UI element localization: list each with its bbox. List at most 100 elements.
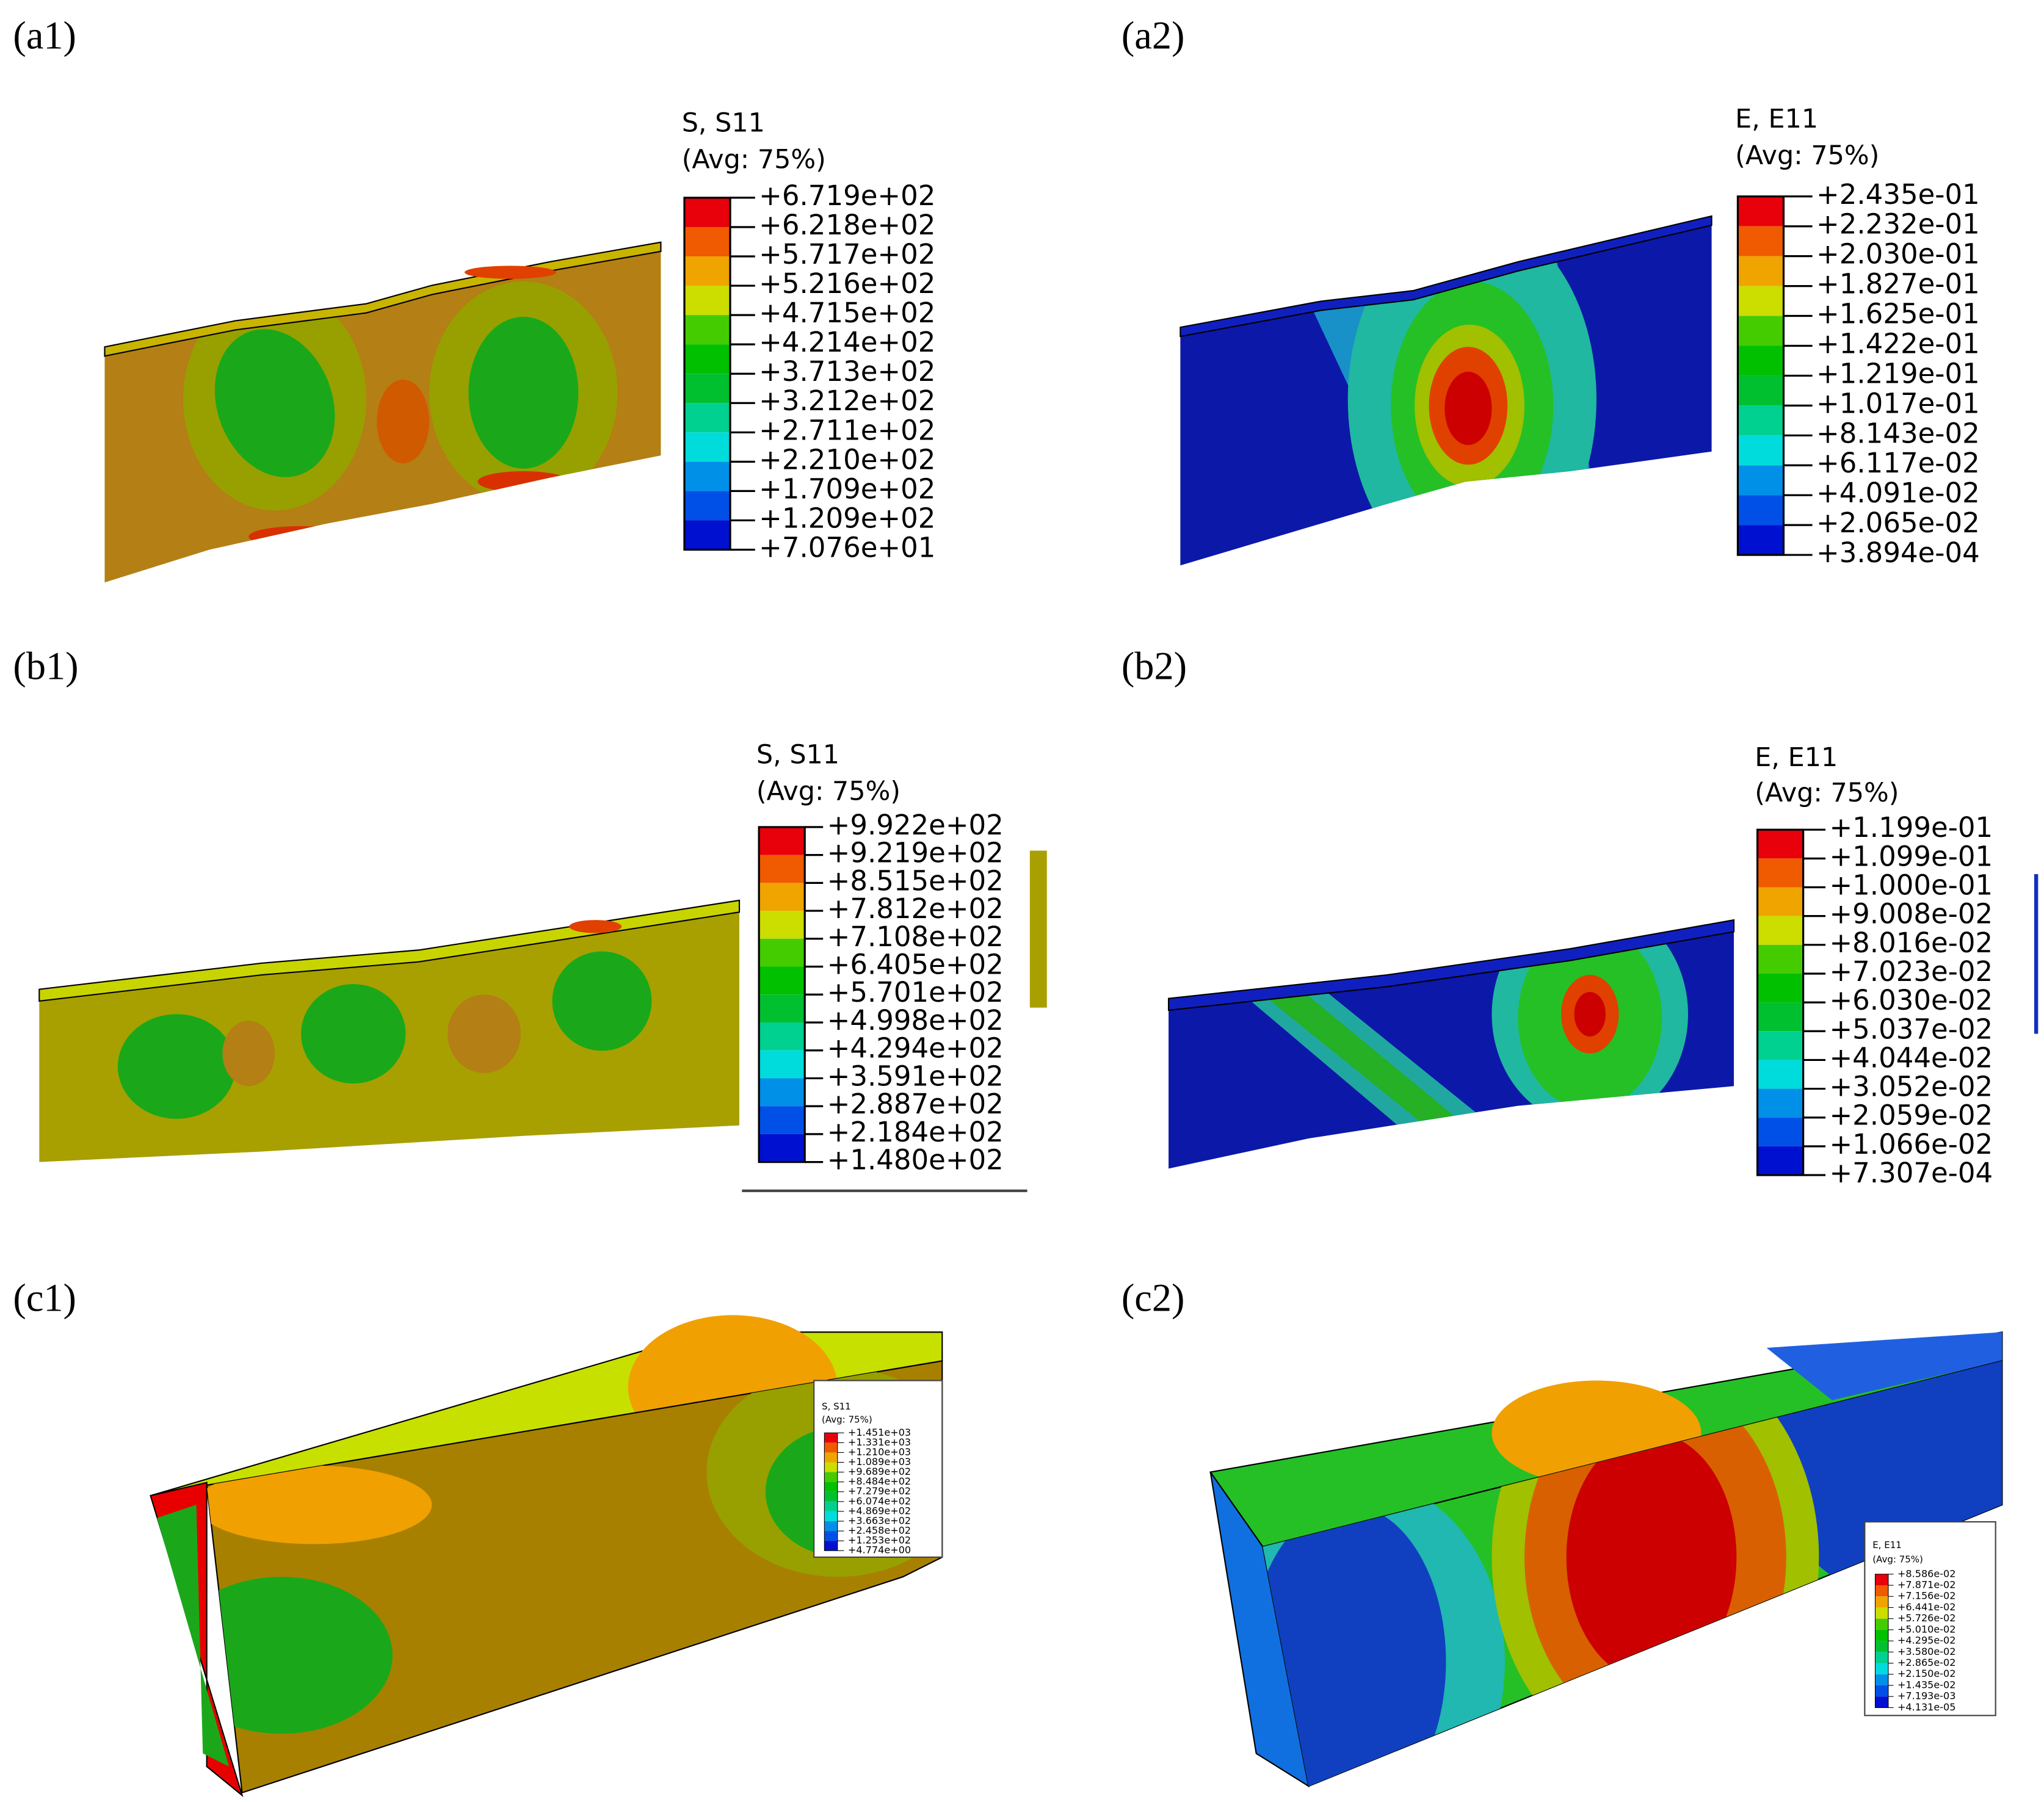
legend-title: S, S11 bbox=[682, 107, 765, 138]
legend-band bbox=[684, 374, 731, 403]
legend-value: +1.209e+02 bbox=[759, 502, 935, 534]
legend-band bbox=[1875, 1596, 1888, 1608]
legend-value: +6.405e+02 bbox=[827, 949, 1004, 981]
legend-band bbox=[759, 1078, 805, 1107]
legend-band bbox=[1738, 256, 1784, 286]
legend-band bbox=[1757, 887, 1803, 916]
legend-band bbox=[684, 256, 731, 286]
legend-band bbox=[1757, 916, 1803, 945]
legend-value: +2.887e+02 bbox=[827, 1088, 1004, 1120]
legend-value: +4.091e-02 bbox=[1816, 477, 1980, 509]
legend-band bbox=[1875, 1618, 1888, 1630]
legend-band bbox=[684, 344, 731, 374]
legend-value: +5.216e+02 bbox=[759, 267, 935, 300]
legend-band bbox=[684, 432, 731, 462]
legend-band bbox=[1757, 1002, 1803, 1032]
legend-title: E, E11 bbox=[1735, 104, 1818, 134]
legend-band bbox=[1757, 858, 1803, 888]
legend-band bbox=[1738, 375, 1784, 406]
panel-label: (c1) bbox=[13, 1276, 76, 1320]
legend-value: +3.580e-02 bbox=[1897, 1646, 1956, 1657]
legend-band bbox=[759, 911, 805, 939]
legend-value: +1.219e-01 bbox=[1816, 357, 1980, 389]
legend-band bbox=[1875, 1607, 1888, 1619]
legend-value: +7.108e+02 bbox=[827, 921, 1004, 953]
legend-value: +8.016e-02 bbox=[1829, 927, 1993, 959]
legend-subtitle: (Avg: 75%) bbox=[822, 1414, 872, 1425]
legend-value: +2.232e-01 bbox=[1816, 208, 1980, 241]
legend-band bbox=[1738, 226, 1784, 256]
legend-band bbox=[1738, 286, 1784, 316]
legend-band bbox=[1757, 1146, 1803, 1176]
legend-value: +1.089e+03 bbox=[848, 1456, 911, 1467]
panel-label: (b1) bbox=[13, 644, 78, 687]
legend-value: +2.711e+02 bbox=[759, 414, 935, 446]
legend-band bbox=[684, 197, 731, 227]
legend-band bbox=[759, 938, 805, 967]
legend-band bbox=[1738, 405, 1784, 436]
legend-band bbox=[1757, 1117, 1803, 1146]
legend-value: +2.865e-02 bbox=[1897, 1657, 1956, 1668]
legend-value: +1.066e-02 bbox=[1829, 1128, 1993, 1160]
legend-band bbox=[824, 1462, 838, 1472]
legend-value: +4.044e-02 bbox=[1829, 1041, 1993, 1074]
legend-band bbox=[1875, 1685, 1888, 1697]
legend-value: +4.998e+02 bbox=[827, 1004, 1004, 1037]
legend-value: +1.451e+03 bbox=[848, 1427, 911, 1438]
legend-value: +1.099e-01 bbox=[1829, 840, 1993, 872]
legend-band bbox=[1738, 465, 1784, 496]
legend-value: +5.726e-02 bbox=[1897, 1612, 1956, 1624]
legend-band bbox=[759, 1134, 805, 1162]
legend-value: +4.715e+02 bbox=[759, 297, 935, 329]
legend-band bbox=[1875, 1629, 1888, 1641]
legend-band bbox=[824, 1501, 838, 1511]
legend-band bbox=[1875, 1674, 1888, 1685]
legend-band bbox=[1757, 1088, 1803, 1118]
legend-band bbox=[1738, 196, 1784, 226]
panel-label: (b2) bbox=[1122, 644, 1187, 687]
legend-band bbox=[684, 403, 731, 433]
legend-band bbox=[824, 1491, 838, 1502]
legend-value: +1.827e-01 bbox=[1816, 268, 1980, 300]
legend-value: +2.210e+02 bbox=[759, 443, 935, 476]
legend-value: +5.701e+02 bbox=[827, 976, 1004, 1008]
legend-band bbox=[1875, 1663, 1888, 1674]
legend-value: +4.869e+02 bbox=[848, 1505, 911, 1516]
beam-a1 bbox=[104, 241, 662, 583]
legend-value: +9.922e+02 bbox=[827, 809, 1004, 841]
legend-band bbox=[824, 1541, 838, 1551]
legend-value: +2.065e-02 bbox=[1816, 507, 1980, 539]
legend-value: +3.713e+02 bbox=[759, 355, 935, 388]
panel-label: (a1) bbox=[13, 13, 76, 57]
legend-value: +4.295e-02 bbox=[1897, 1635, 1956, 1646]
legend-band bbox=[824, 1521, 838, 1532]
legend-value: +3.212e+02 bbox=[759, 385, 935, 417]
legend-value: +5.717e+02 bbox=[759, 238, 935, 270]
legend-band bbox=[1757, 830, 1803, 859]
legend-band bbox=[824, 1442, 838, 1453]
legend-band bbox=[1875, 1696, 1888, 1708]
legend-value: +9.008e-02 bbox=[1829, 898, 1993, 930]
legend-value: +1.331e+03 bbox=[848, 1436, 911, 1448]
legend-band bbox=[1757, 1060, 1803, 1089]
legend-value: +9.689e+02 bbox=[848, 1466, 911, 1477]
legend-band bbox=[684, 315, 731, 345]
legend-band bbox=[759, 966, 805, 995]
legend-band bbox=[824, 1433, 838, 1443]
legend-band bbox=[684, 226, 731, 257]
legend-value: +2.184e+02 bbox=[827, 1116, 1004, 1148]
legend-band bbox=[759, 1050, 805, 1079]
beam-b1 bbox=[38, 850, 1047, 1192]
legend-band bbox=[1738, 495, 1784, 526]
legend-value: +1.000e-01 bbox=[1829, 869, 1993, 901]
beam-a2 bbox=[1180, 215, 1712, 566]
legend-value: +5.010e-02 bbox=[1897, 1623, 1956, 1635]
legend-value: +6.218e+02 bbox=[759, 209, 935, 241]
legend-title: E, E11 bbox=[1872, 1540, 1902, 1551]
legend-value: +4.774e+00 bbox=[848, 1544, 911, 1556]
legend-band bbox=[1738, 316, 1784, 346]
legend-value: +7.156e-02 bbox=[1897, 1590, 1956, 1602]
legend-band bbox=[759, 1022, 805, 1051]
